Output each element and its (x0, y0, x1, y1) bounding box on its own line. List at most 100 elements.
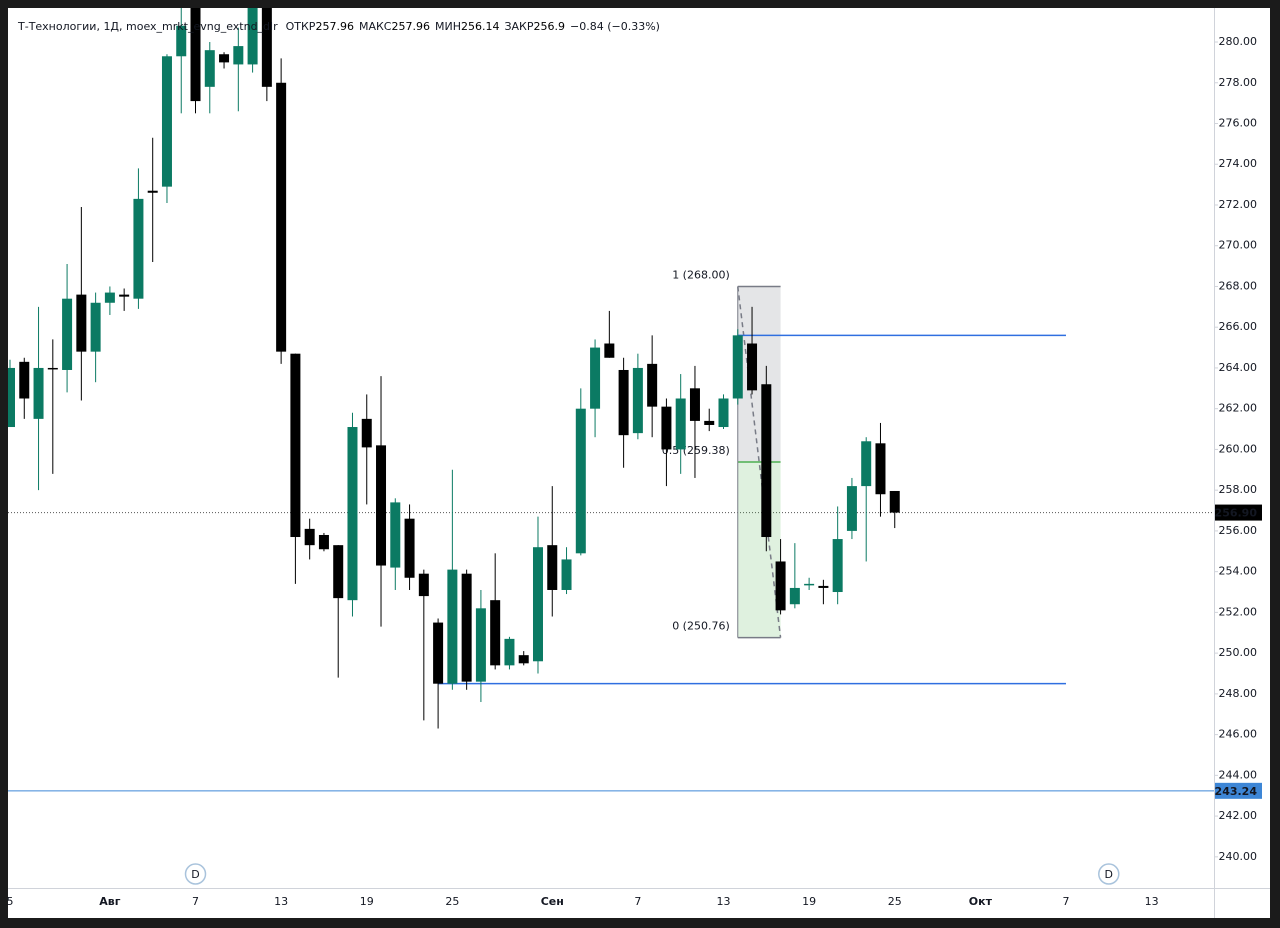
y-tick-label: 258.00 (1219, 483, 1258, 496)
fib-label: 1 (268.00) (672, 268, 730, 281)
y-tick-label: 252.00 (1219, 605, 1258, 618)
candle-body (846, 486, 857, 531)
x-tick-label: 13 (717, 895, 731, 908)
candle-body (290, 353, 301, 538)
y-tick-label: 262.00 (1219, 402, 1258, 415)
y-tick-label: 244.00 (1219, 768, 1258, 781)
candle-body (390, 502, 401, 568)
y-tick-label: 260.00 (1219, 442, 1258, 455)
candle-body (632, 367, 643, 434)
candle-body (761, 384, 772, 538)
candle-body (62, 298, 73, 370)
event-marker (184, 863, 207, 885)
y-tick-label: 246.00 (1219, 728, 1258, 741)
candle-body (33, 367, 44, 419)
candle-body (276, 82, 287, 352)
candle-body (133, 198, 144, 299)
axes: 240.00 242.00 244.00 246.00 248.00 250.00 252.… (7, 35, 1262, 908)
y-tick-label: 254.00 (1219, 565, 1258, 578)
candle-body (333, 545, 344, 599)
x-tick-label: Окт (969, 895, 993, 908)
candle-body (8, 367, 15, 428)
y-tick-label: 270.00 (1219, 239, 1258, 252)
legend-value: 256.9 (534, 20, 566, 33)
y-tick-label: 266.00 (1219, 320, 1258, 333)
candle-body (590, 347, 601, 409)
candle-body (433, 622, 444, 684)
price-label-box (1215, 504, 1262, 521)
candle-body (547, 545, 558, 590)
fib-upper-zone (737, 286, 781, 463)
candle-body (161, 56, 172, 187)
candle-body (47, 367, 58, 370)
candle-body (361, 418, 372, 448)
x-tick-label: 19 (360, 895, 374, 908)
candle-body (875, 443, 886, 495)
x-tick-label: 19 (802, 895, 816, 908)
candle-body (404, 518, 415, 578)
candle-body (504, 638, 515, 666)
x-tick-label: 7 (1062, 895, 1069, 908)
candle-body (76, 294, 87, 352)
x-tick-label: 13 (1145, 895, 1159, 908)
legend-change: −0.84 (−0.33%) (570, 20, 660, 33)
candle-body (233, 46, 244, 65)
candle-body (461, 573, 472, 682)
x-tick-label: Авг (99, 895, 120, 908)
candle-body (604, 343, 615, 358)
y-tick-label: 276.00 (1219, 117, 1258, 130)
fib-trend (737, 286, 782, 638)
legend: Т-Технологии, 1Д, moex_mrkt_evng_extnd_d… (17, 20, 660, 33)
candle-body (261, 8, 272, 87)
x-tick-label: 5 (7, 895, 14, 908)
candle-body (861, 441, 872, 487)
candle-body (19, 361, 30, 399)
x-tick-label: 25 (445, 895, 459, 908)
y-tick-label: 268.00 (1219, 279, 1258, 292)
y-tick-label: 264.00 (1219, 361, 1258, 374)
candle-body (718, 398, 729, 428)
candle-body (304, 528, 315, 546)
candle-body (418, 573, 429, 597)
candle-body (376, 445, 387, 566)
legend-label: МИН (435, 20, 461, 33)
fib-label: 0.5 (259.38) (662, 444, 730, 457)
candle-body (575, 408, 586, 554)
candle-body (561, 559, 572, 590)
y-tick-label: 280.00 (1219, 35, 1258, 48)
candle-body (732, 335, 743, 399)
candle-body (247, 8, 258, 65)
candle-body (818, 585, 829, 588)
chart-background (8, 8, 1270, 918)
candle-body (219, 54, 230, 63)
candle-body (104, 292, 115, 303)
candle-body (119, 294, 130, 297)
candle-body (889, 490, 900, 513)
fib-lower-zone (737, 462, 781, 638)
candle-body (176, 25, 187, 57)
candle-body (532, 547, 543, 662)
legend-value: 256.14 (461, 20, 500, 33)
candle-body (661, 406, 672, 450)
price-label: 256.90 (1215, 507, 1258, 520)
candle-body (675, 398, 686, 450)
y-tick-label: 256.00 (1219, 524, 1258, 537)
candle-body (618, 369, 629, 436)
event-marker-label: D (1105, 868, 1113, 881)
y-tick-label: 272.00 (1219, 198, 1258, 211)
candle-body (647, 363, 658, 407)
x-tick-label: 13 (274, 895, 288, 908)
plot-area: 1 (268.00) 0.5 (259.38) 0 (250.76) D D (8, 8, 1214, 885)
candle-body (747, 343, 758, 391)
candle-body (804, 583, 815, 586)
y-tick-label: 248.00 (1219, 687, 1258, 700)
event-marker-label: D (191, 868, 199, 881)
price-label: 243.24 (1215, 785, 1258, 798)
candle-body (347, 427, 358, 601)
y-tick-label: 242.00 (1219, 809, 1258, 822)
legend-label: ЗАКР (504, 20, 533, 33)
candle-body (689, 388, 700, 421)
candle-body (704, 420, 715, 425)
